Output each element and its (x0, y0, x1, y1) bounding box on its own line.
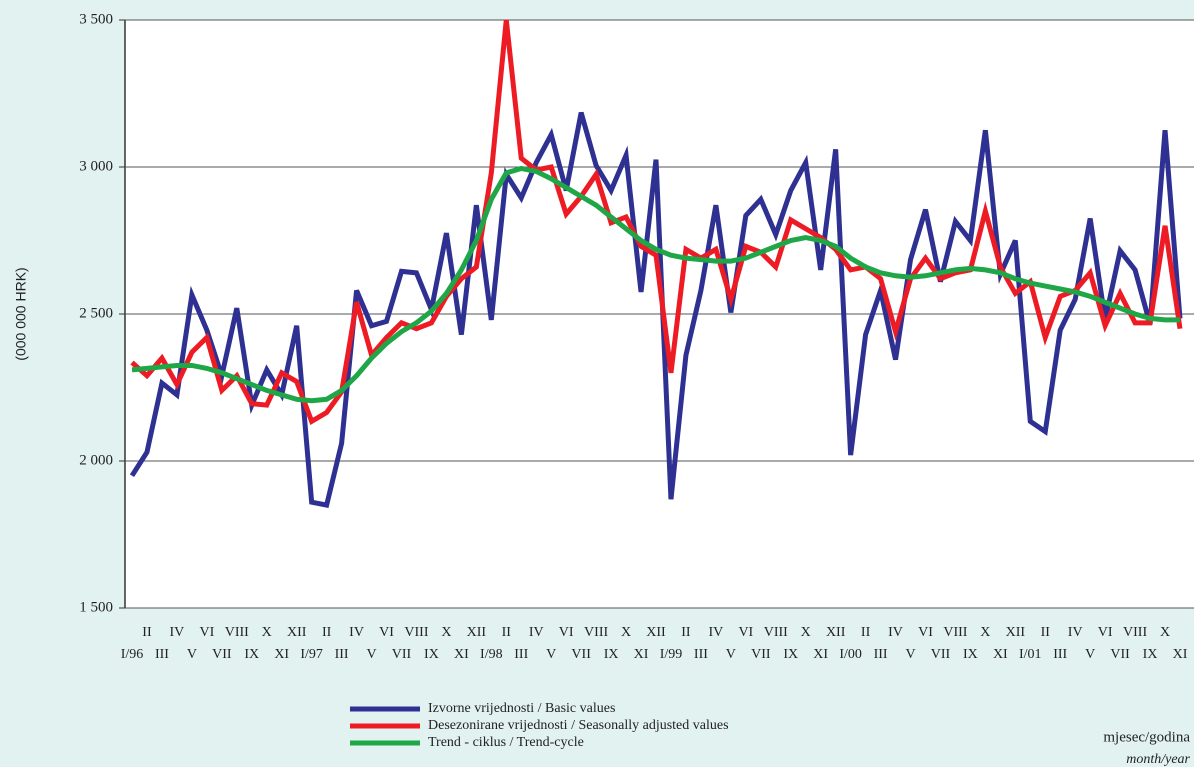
x-tick-label: X (262, 625, 272, 640)
x-tick-label: IX (604, 647, 619, 662)
x-tick-label: II (681, 625, 691, 640)
x-tick-label: IX (1143, 647, 1158, 662)
x-tick-label: IX (783, 647, 798, 662)
x-tick-label: VIII (404, 625, 428, 640)
x-axis-label: mjesec/godina (1103, 729, 1190, 745)
x-tick-label: XII (646, 625, 666, 640)
x-tick-label: III (1053, 647, 1067, 662)
x-tick-label: VIII (764, 625, 788, 640)
x-tick-label: X (801, 625, 811, 640)
x-tick-label: IV (529, 625, 544, 640)
x-tick-label: II (861, 625, 871, 640)
x-tick-label: VI (918, 625, 933, 640)
x-tick-label: XI (993, 647, 1008, 662)
x-tick-label: V (1085, 647, 1095, 662)
x-tick-label: I/96 (121, 647, 144, 662)
x-tick-label: X (441, 625, 451, 640)
x-tick-label: V (366, 647, 376, 662)
x-tick-label: II (142, 625, 152, 640)
x-tick-label: VIII (943, 625, 967, 640)
x-tick-label: III (694, 647, 708, 662)
x-tick-label: VII (1110, 647, 1130, 662)
x-tick-label: XII (1006, 625, 1026, 640)
x-tick-label: IX (244, 647, 259, 662)
x-tick-label: IV (170, 625, 185, 640)
x-tick-label: IV (349, 625, 364, 640)
x-tick-label: VI (199, 625, 214, 640)
x-tick-label: VIII (1123, 625, 1147, 640)
x-tick-label: II (502, 625, 512, 640)
x-tick-label: XI (813, 647, 828, 662)
x-tick-label: III (155, 647, 169, 662)
x-tick-label: VIII (225, 625, 249, 640)
x-tick-label: VII (931, 647, 951, 662)
y-tick-label: 2 500 (79, 305, 113, 321)
x-tick-label: I/00 (839, 647, 862, 662)
x-tick-label: III (514, 647, 528, 662)
x-tick-label: V (905, 647, 915, 662)
x-tick-label: I/99 (660, 647, 683, 662)
x-tick-label: IV (888, 625, 903, 640)
x-tick-label: XII (467, 625, 487, 640)
x-tick-label: XII (826, 625, 846, 640)
x-tick-label: II (322, 625, 332, 640)
legend-label: Desezonirane vrijednosti / Seasonally ad… (428, 718, 729, 733)
x-tick-label: IV (708, 625, 723, 640)
y-tick-label: 3 500 (79, 11, 113, 27)
x-tick-label: III (874, 647, 888, 662)
x-tick-label: XI (274, 647, 289, 662)
x-tick-label: IX (963, 647, 978, 662)
x-tick-label: V (187, 647, 197, 662)
x-axis-label-en: month/year (1126, 752, 1190, 767)
y-tick-label: 3 000 (79, 158, 113, 174)
x-tick-label: XI (454, 647, 469, 662)
x-tick-label: VI (738, 625, 753, 640)
legend-label: Trend - ciklus / Trend-cycle (428, 735, 584, 750)
x-tick-label: IX (424, 647, 439, 662)
x-tick-label: VII (571, 647, 591, 662)
x-tick-label: VII (392, 647, 412, 662)
legend-label: Izvorne vrijednosti / Basic values (428, 701, 615, 716)
x-tick-label: VII (751, 647, 771, 662)
x-tick-label: X (980, 625, 990, 640)
x-tick-label: III (335, 647, 349, 662)
x-tick-label: IV (1068, 625, 1083, 640)
x-tick-label: XI (634, 647, 649, 662)
x-tick-label: XI (1173, 647, 1188, 662)
x-tick-label: X (621, 625, 631, 640)
x-tick-label: VI (379, 625, 394, 640)
y-axis-label: (000 000 HRK) (13, 267, 29, 360)
x-tick-label: I/01 (1019, 647, 1042, 662)
x-tick-label: I/97 (300, 647, 323, 662)
x-tick-label: VIII (584, 625, 608, 640)
y-tick-label: 1 500 (79, 599, 113, 615)
x-tick-label: X (1160, 625, 1170, 640)
x-tick-label: VI (559, 625, 574, 640)
x-tick-label: VI (1098, 625, 1113, 640)
x-tick-label: I/98 (480, 647, 503, 662)
x-tick-label: XII (287, 625, 307, 640)
series-line (131, 165, 1180, 404)
x-tick-label: V (726, 647, 736, 662)
x-tick-label: VII (212, 647, 232, 662)
series-line (129, 111, 1183, 509)
x-tick-label: II (1041, 625, 1051, 640)
y-tick-label: 2 000 (79, 452, 113, 468)
x-tick-label: V (546, 647, 556, 662)
